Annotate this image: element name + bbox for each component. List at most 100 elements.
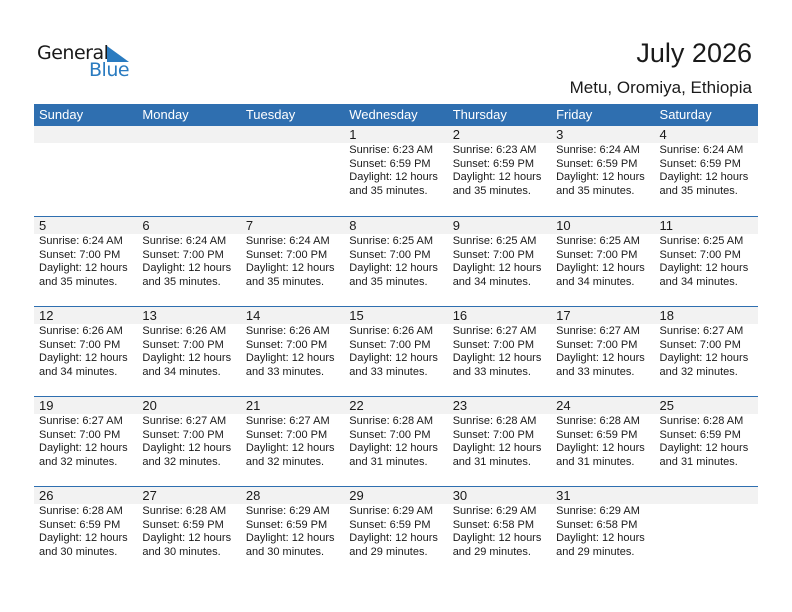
day-info: Sunrise: 6:27 AM Sunset: 7:00 PM Daylight:…: [556, 325, 654, 379]
day-info: Sunrise: 6:23 AM Sunset: 6:59 PM Daylight:…: [349, 144, 447, 198]
weekday-saturday: Saturday: [659, 107, 712, 122]
day-info: Sunrise: 6:24 AM Sunset: 6:59 PM Daylight:…: [556, 144, 654, 198]
day-cell: 14 Sunrise: 6:26 AM Sunset: 7:00 PM Dayligh…: [241, 307, 344, 379]
minutes-text: and 31 minutes.: [452, 455, 531, 468]
minutes-text: and 35 minutes.: [39, 275, 118, 288]
daylight-text: Daylight: 12 hours: [659, 262, 749, 275]
location-subtitle: Metu, Oromiya, Ethiopia: [569, 78, 752, 97]
day-number: 26: [39, 488, 54, 503]
daylight-text: Daylight: 12 hours: [245, 442, 335, 455]
sunset-text: Sunset: 7:00 PM: [349, 338, 431, 351]
daylight-text: Daylight: 12 hours: [245, 352, 335, 365]
logo: General Blue: [37, 42, 137, 82]
day-info: Sunrise: 6:29 AM Sunset: 6:58 PM Daylight:…: [556, 505, 654, 559]
sunrise-text: Sunrise: 6:29 AM: [349, 505, 434, 517]
day-info: Sunrise: 6:27 AM Sunset: 7:00 PM Daylight:…: [142, 415, 240, 469]
day-number: 31: [556, 488, 571, 503]
week-row: 12 Sunrise: 6:26 AM Sunset: 7:00 PM Dayligh…: [34, 306, 758, 396]
day-cell: 13 Sunrise: 6:26 AM Sunset: 7:00 PM Dayligh…: [137, 307, 240, 379]
sunrise-text: Sunrise: 6:26 AM: [349, 325, 434, 337]
daylight-text: Daylight: 12 hours: [452, 352, 542, 365]
minutes-text: and 32 minutes.: [659, 365, 738, 378]
sunset-text: Sunset: 7:00 PM: [452, 338, 535, 351]
day-info: Sunrise: 6:27 AM Sunset: 7:00 PM Daylight:…: [246, 415, 344, 469]
day-info: Sunrise: 6:25 AM Sunset: 7:00 PM Daylight:…: [453, 235, 551, 289]
sunrise-text: Sunrise: 6:27 AM: [659, 325, 744, 337]
logo-blue: Blue: [89, 59, 130, 81]
empty-day-cell: [241, 126, 344, 198]
sunrise-text: Sunrise: 6:27 AM: [452, 325, 537, 337]
minutes-text: and 33 minutes.: [556, 365, 635, 378]
empty-day-cell: [34, 126, 137, 198]
day-info: Sunrise: 6:29 AM Sunset: 6:59 PM Daylight:…: [246, 505, 344, 559]
day-info: Sunrise: 6:28 AM Sunset: 6:59 PM Daylight:…: [39, 505, 137, 559]
sunrise-text: Sunrise: 6:27 AM: [556, 325, 640, 337]
weekday-friday: Friday: [556, 107, 593, 122]
sunrise-text: Sunrise: 6:24 AM: [245, 235, 330, 247]
minutes-text: and 31 minutes.: [556, 455, 635, 468]
day-cell: 8 Sunrise: 6:25 AM Sunset: 7:00 PM Daylight…: [344, 217, 447, 289]
day-info: Sunrise: 6:23 AM Sunset: 6:59 PM Daylight:…: [453, 144, 551, 198]
day-number: 14: [245, 308, 261, 323]
daylight-text: Daylight: 12 hours: [556, 442, 645, 455]
day-number: 18: [659, 308, 674, 323]
daylight-text: Daylight: 12 hours: [39, 532, 128, 545]
sunrise-text: Sunrise: 6:26 AM: [39, 325, 123, 337]
sunrise-text: Sunrise: 6:24 AM: [142, 235, 227, 247]
date-bar: [34, 217, 758, 234]
day-number: 4: [659, 127, 667, 142]
sunset-text: Sunset: 6:59 PM: [556, 157, 638, 170]
minutes-text: and 32 minutes.: [39, 455, 118, 468]
sunrise-text: Sunrise: 6:25 AM: [452, 235, 537, 247]
day-number: 15: [349, 308, 364, 323]
day-info: Sunrise: 6:24 AM Sunset: 7:00 PM Daylight:…: [39, 235, 137, 289]
daylight-text: Daylight: 12 hours: [245, 532, 335, 545]
sunrise-text: Sunrise: 6:24 AM: [659, 144, 744, 156]
sunset-text: Sunset: 6:59 PM: [349, 157, 431, 170]
day-cell: 15 Sunrise: 6:26 AM Sunset: 7:00 PM Dayligh…: [344, 307, 447, 379]
sunrise-text: Sunrise: 6:28 AM: [349, 415, 434, 427]
calendar-grid: Sunday Monday Tuesday Wednesday Thursday Frid…: [34, 104, 758, 576]
sunset-text: Sunset: 7:00 PM: [245, 338, 328, 351]
day-cell: 5 Sunrise: 6:24 AM Sunset: 7:00 PM Daylight…: [34, 217, 137, 289]
daylight-text: Daylight: 12 hours: [245, 262, 335, 275]
minutes-text: and 30 minutes.: [39, 545, 118, 558]
day-cell: 29 Sunrise: 6:29 AM Sunset: 6:59 PM Dayligh…: [344, 487, 447, 559]
logo-general: General: [37, 42, 109, 64]
sunset-text: Sunset: 6:59 PM: [556, 428, 638, 441]
minutes-text: and 32 minutes.: [142, 455, 221, 468]
day-info: Sunrise: 6:26 AM Sunset: 7:00 PM Daylight:…: [142, 325, 240, 379]
day-number: 22: [349, 398, 364, 413]
sunset-text: Sunset: 7:00 PM: [556, 248, 638, 261]
daylight-text: Daylight: 12 hours: [349, 352, 438, 365]
day-info: Sunrise: 6:26 AM Sunset: 7:00 PM Daylight:…: [246, 325, 344, 379]
day-cell: 24 Sunrise: 6:28 AM Sunset: 6:59 PM Dayligh…: [551, 397, 654, 469]
daylight-text: Daylight: 12 hours: [556, 352, 645, 365]
day-cell: 10 Sunrise: 6:25 AM Sunset: 7:00 PM Dayligh…: [551, 217, 654, 289]
day-number: 25: [659, 398, 674, 413]
day-number: 21: [245, 398, 261, 413]
day-number: 10: [556, 218, 571, 233]
day-number: 28: [245, 488, 261, 503]
minutes-text: and 35 minutes.: [245, 275, 325, 288]
sunrise-text: Sunrise: 6:29 AM: [556, 505, 640, 517]
daylight-text: Daylight: 12 hours: [659, 442, 749, 455]
daylight-text: Daylight: 12 hours: [452, 442, 542, 455]
date-bar: [34, 307, 758, 324]
day-number: 30: [452, 488, 468, 503]
minutes-text: and 35 minutes.: [452, 184, 531, 197]
day-number: 8: [349, 218, 357, 233]
day-info: Sunrise: 6:27 AM Sunset: 7:00 PM Daylight:…: [453, 325, 551, 379]
daylight-text: Daylight: 12 hours: [556, 262, 645, 275]
minutes-text: and 34 minutes.: [659, 275, 738, 288]
sunset-text: Sunset: 7:00 PM: [659, 248, 741, 261]
sunset-text: Sunset: 6:59 PM: [659, 428, 741, 441]
day-cell: 7 Sunrise: 6:24 AM Sunset: 7:00 PM Daylight…: [241, 217, 344, 289]
page-title: July 2026: [636, 38, 752, 68]
daylight-text: Daylight: 12 hours: [349, 262, 438, 275]
minutes-text: and 33 minutes.: [245, 365, 325, 378]
week-row: 5 Sunrise: 6:24 AM Sunset: 7:00 PM Daylight…: [34, 216, 758, 306]
day-cell: 28 Sunrise: 6:29 AM Sunset: 6:59 PM Dayligh…: [241, 487, 344, 559]
sunrise-text: Sunrise: 6:28 AM: [659, 415, 744, 427]
daylight-text: Daylight: 12 hours: [142, 262, 232, 275]
